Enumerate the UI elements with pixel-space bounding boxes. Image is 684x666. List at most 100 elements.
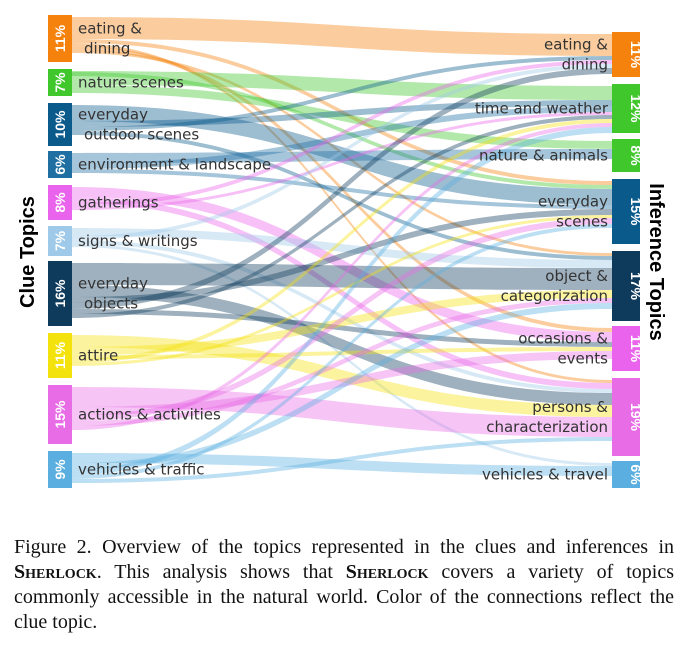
flow-link <box>72 105 612 205</box>
flow-link <box>72 263 612 290</box>
flow-link <box>72 46 612 332</box>
inference-node: 17% object & categorization <box>501 251 644 321</box>
clue-node-percentage: 10% <box>52 110 68 139</box>
clue-node-bar <box>48 451 72 488</box>
flow-links <box>72 17 612 483</box>
clue-node-percentage: 15% <box>52 400 68 429</box>
inference-node-label: characterization <box>486 418 608 436</box>
clue-node: 6% environment & landscape <box>48 151 271 178</box>
clue-node-bar <box>48 15 72 62</box>
inference-node-percentage: 8% <box>628 145 644 166</box>
clue-node-label: nature scenes <box>78 74 184 92</box>
inference-node-bar <box>612 251 640 321</box>
flow-link <box>72 39 612 185</box>
inference-node-label: eating & <box>544 36 608 54</box>
flow-link <box>72 123 612 430</box>
clue-node-label: attire <box>78 347 118 365</box>
flow-link <box>72 453 612 476</box>
flow-link <box>72 56 612 131</box>
clue-node-label: everyday <box>78 106 148 124</box>
flow-link <box>72 187 612 342</box>
flow-link <box>72 100 612 127</box>
flow-link <box>72 72 612 189</box>
flow-link <box>72 112 612 210</box>
flow-link <box>72 298 612 426</box>
flow-link <box>72 85 612 149</box>
flow-link <box>72 244 612 466</box>
inference-node-bar <box>612 378 640 456</box>
inference-node-percentage: 12% <box>628 94 644 123</box>
flow-link <box>72 127 612 475</box>
flow-link <box>72 347 612 359</box>
clue-node-label: actions & activities <box>78 406 221 424</box>
flow-link <box>72 309 612 347</box>
clue-topic-nodes: 11% eating & dining 7% nature scenes 10% every… <box>48 15 271 488</box>
inference-node-percentage: 15% <box>628 197 644 226</box>
clue-node-bar <box>48 333 72 378</box>
clue-node-bar <box>48 69 72 96</box>
inference-node-label: scenes <box>556 213 608 231</box>
flow-link <box>72 119 612 363</box>
flow-link <box>72 17 612 56</box>
flow-link <box>72 285 612 405</box>
flow-link <box>72 218 612 421</box>
flow-link <box>72 68 612 309</box>
inference-node: 11% occasions & events <box>518 326 644 371</box>
inference-node-label: nature & animals <box>479 147 608 165</box>
flow-link <box>72 50 612 256</box>
flow-link <box>72 335 612 417</box>
flow-link <box>72 224 612 479</box>
inference-node-label: vehicles & travel <box>482 466 608 484</box>
clue-node: 11% attire <box>48 333 118 378</box>
clue-node: 7% nature scenes <box>48 69 184 96</box>
clue-node-percentage: 11% <box>52 341 68 369</box>
inference-node-percentage: 6% <box>628 464 644 485</box>
clue-node-percentage: 8% <box>52 192 68 213</box>
inference-node: 19% persons & characterization <box>486 378 644 456</box>
clue-node: 10% everyday outdoor scenes <box>48 103 199 146</box>
clue-node: 11% eating & dining <box>48 15 142 62</box>
clue-node-percentage: 7% <box>52 230 68 251</box>
clue-node-label: vehicles & traffic <box>78 461 204 479</box>
clue-node-label: dining <box>84 40 130 58</box>
clue-node-label: gatherings <box>78 194 159 212</box>
inference-node-label: persons & <box>532 398 608 416</box>
clue-node-percentage: 16% <box>52 279 68 308</box>
inference-node-label: events <box>557 350 608 368</box>
left-axis-title: Clue Topics <box>17 196 39 308</box>
flow-link <box>72 106 612 169</box>
inference-node-bar <box>612 84 640 133</box>
right-axis-title: Inference Topics <box>645 183 667 340</box>
flow-link <box>72 43 612 383</box>
inference-node-bar <box>612 139 640 172</box>
inference-node-bar <box>612 326 640 371</box>
flow-link <box>72 149 612 163</box>
clue-node: 8% gatherings <box>48 185 159 220</box>
caption-middle: . This analysis shows that <box>96 561 346 583</box>
clue-node-label: environment & landscape <box>78 156 271 174</box>
clue-node-bar <box>48 151 72 178</box>
caption-name-1: Sherlock <box>14 561 97 583</box>
clue-node-percentage: 6% <box>52 154 68 175</box>
inference-node-bar <box>612 179 640 244</box>
inference-node-label: object & <box>545 267 608 285</box>
flow-link <box>72 131 612 260</box>
flow-link <box>72 64 612 240</box>
inference-node-bar <box>612 461 640 488</box>
flow-link <box>72 60 612 207</box>
clue-node-bar <box>48 103 72 146</box>
inference-node-percentage: 17% <box>628 272 644 301</box>
flow-link <box>72 303 612 469</box>
clue-node-label: outdoor scenes <box>84 126 199 144</box>
inference-topic-nodes: 11% eating & dining 12% time and weather 8% na… <box>475 32 644 488</box>
inference-node-label: everyday <box>538 193 608 211</box>
inference-node: 15% everyday scenes <box>538 179 644 244</box>
inference-node-label: categorization <box>501 287 608 305</box>
clue-node: 9% vehicles & traffic <box>48 451 204 488</box>
sankey-diagram: 11% eating & dining 7% nature scenes 10% every… <box>17 15 667 488</box>
clue-node-percentage: 11% <box>52 24 68 52</box>
flow-link <box>72 290 612 355</box>
inference-node-bar <box>612 32 640 77</box>
clue-node: 15% actions & activities <box>48 385 221 444</box>
caption-prefix: Figure 2. Overview of the topics represe… <box>14 536 674 558</box>
